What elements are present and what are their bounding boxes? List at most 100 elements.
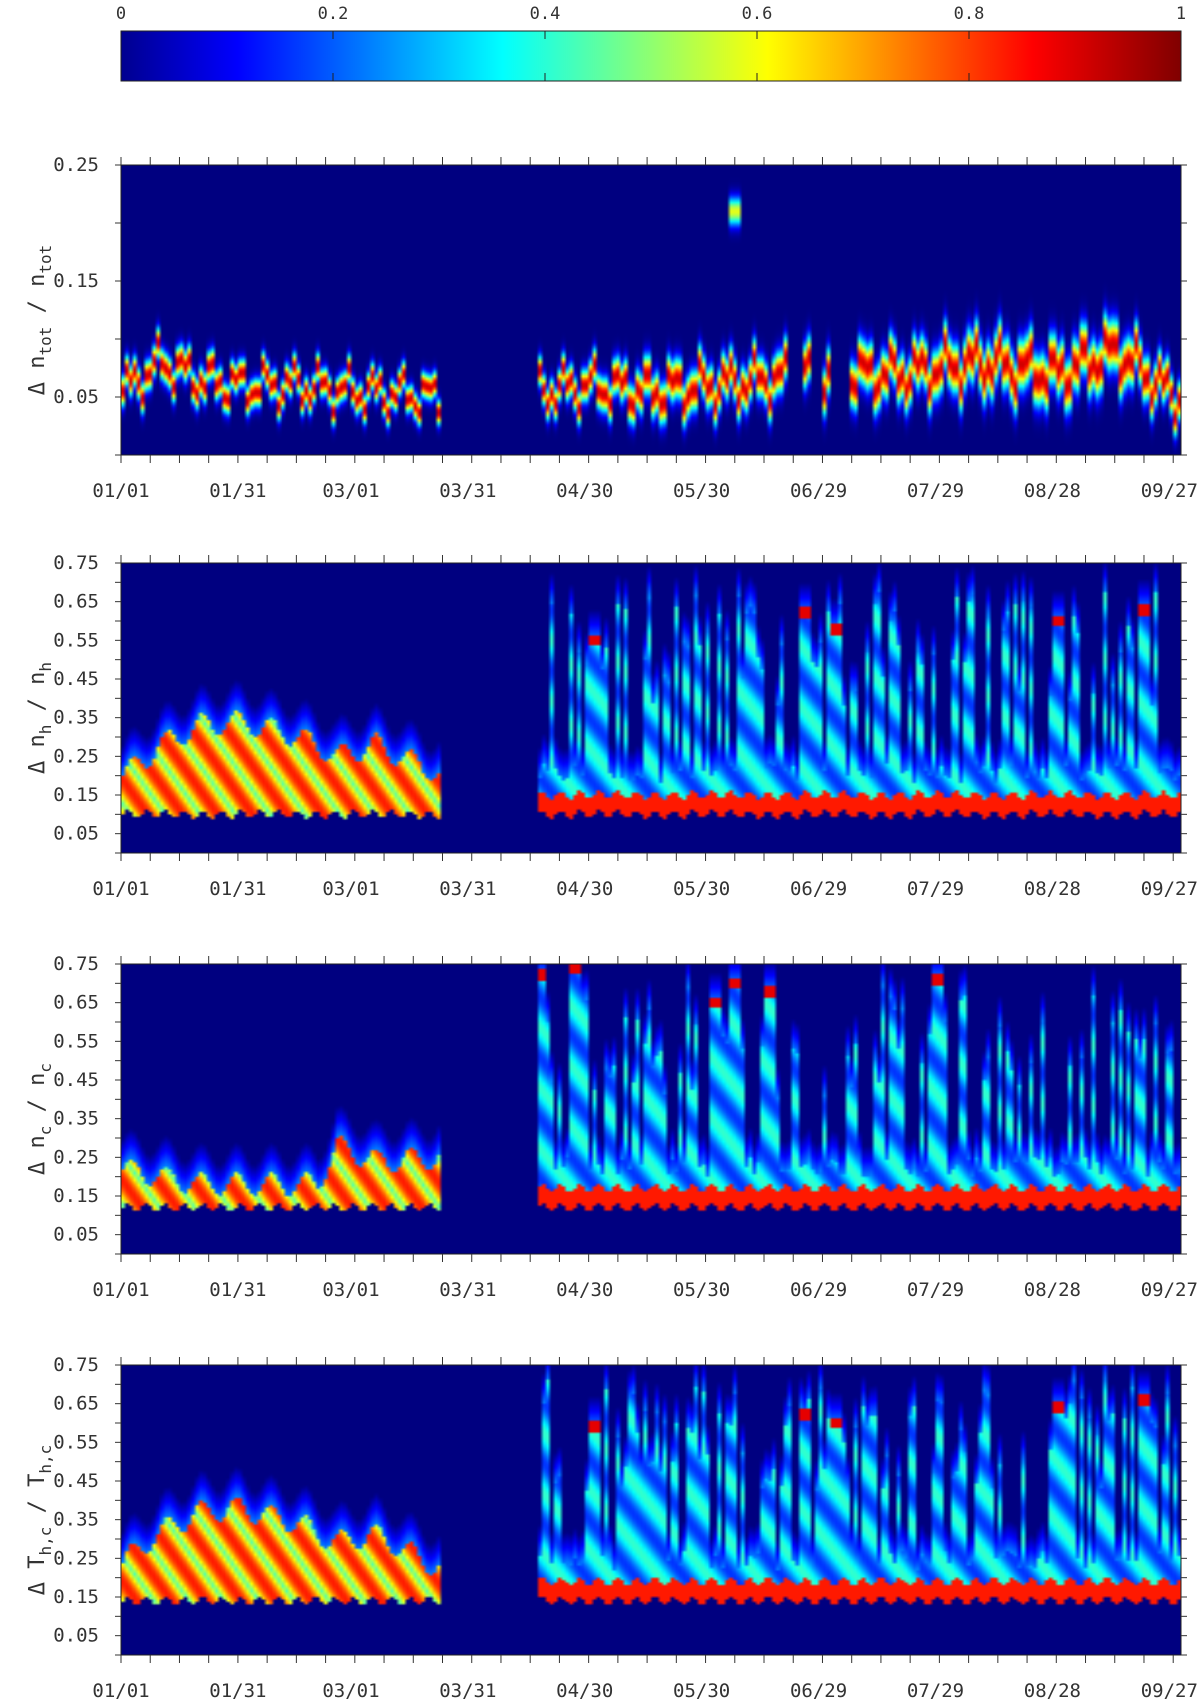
x-tick-label: 01/31 [209,1279,266,1301]
ylabel-subscript: c [36,1063,55,1073]
x-tick-label: 09/27 [1141,878,1198,900]
x-tick-label: 03/31 [439,878,496,900]
panel-T-hc: 0.05 0.15 0.25 0.35 0.45 0.55 0.65 0.75 01/01 01/… [25,1354,1198,1700]
heatmap-T-hc [121,1365,1181,1655]
plot-frame [120,963,1182,1255]
y-tick-label: 0.35 [53,1509,99,1531]
ylabel-T-hc: Δ Th,c / Th,c [25,1445,55,1596]
y-tick-label: 0.75 [53,1354,99,1376]
ylabel-part: / n [25,672,50,725]
y-tick-label: 0.05 [53,1625,99,1647]
panel-n-c: 0.05 0.15 0.25 0.35 0.45 0.55 0.65 0.75 01/01 01/… [25,953,1198,1301]
x-tick-label: 03/31 [439,1279,496,1301]
y-tick-label: 0.05 [53,386,99,408]
x-tick-label: 07/29 [907,1680,964,1700]
x-tick-label: 07/29 [907,1279,964,1301]
x-tick-label: 01/01 [92,1279,149,1301]
colorbar-gradient [120,30,1182,82]
x-tick-label: 09/27 [1141,480,1198,502]
y-tick-label: 0.65 [53,591,99,613]
x-tick-label: 01/31 [209,480,266,502]
x-tick-label: 05/30 [673,480,730,502]
ylabel-part: Δ n [25,1135,50,1175]
ylabel-subscript: h,c [36,1445,55,1474]
ylabel-subscript: c [36,1126,55,1136]
heatmap-n-tot [121,165,1181,455]
ylabel-part: / n [25,1073,50,1126]
x-tick-label: 03/01 [322,480,379,502]
axes-n-h: 0.05 0.15 0.25 0.35 0.45 0.55 0.65 0.75 01/01 01/… [53,552,1198,900]
y-tick-label: 0.35 [53,1108,99,1130]
x-tick-label: 03/01 [322,878,379,900]
x-tick-label: 08/28 [1024,480,1081,502]
ylabel-n-tot: Δ ntot / ntot [25,245,55,396]
colorbar-tick-label: 1 [1176,4,1186,24]
ylabel-part: / n [25,274,50,327]
y-tick-label: 0.65 [53,1393,99,1415]
ylabel-part: Δ n [25,734,50,774]
y-tick-label: 0.35 [53,707,99,729]
x-tick-label: 05/30 [673,1279,730,1301]
colorbar-tick-label: 0.2 [318,4,349,24]
colorbar-tick-label: 0.6 [742,4,773,24]
y-tick-label: 0.25 [53,1146,99,1168]
y-tick-label: 0.75 [53,953,99,975]
plot-frame [120,1364,1182,1656]
y-tick-label: 0.05 [53,823,99,845]
y-tick-label: 0.25 [53,1547,99,1569]
ylabel-subscript: tot [36,245,55,274]
x-tick-label: 08/28 [1024,1680,1081,1700]
colorbar-tick-label: 0 [116,4,126,24]
x-tick-label: 08/28 [1024,1279,1081,1301]
ylabel-subscript: h,c [36,1527,55,1556]
y-tick-label: 0.55 [53,1431,99,1453]
x-tick-label: 03/01 [322,1279,379,1301]
y-tick-label: 0.45 [53,1069,99,1091]
x-tick-label: 03/31 [439,1680,496,1700]
x-tick-label: 01/01 [92,878,149,900]
ylabel-subscript: h [36,662,55,672]
x-tick-label: 01/31 [209,878,266,900]
colorbar: 0 0.2 0.4 0.6 0.8 1 [116,4,1186,82]
y-tick-label: 0.75 [53,552,99,574]
y-tick-label: 0.45 [53,668,99,690]
x-tick-label: 08/28 [1024,878,1081,900]
panel-n-h: 0.05 0.15 0.25 0.35 0.45 0.55 0.65 0.75 01/01 01/… [25,552,1198,900]
panel-n-tot: 0.05 0.15 0.25 01/01 01/31 03/01 03/31 04/30 05/… [25,154,1198,502]
x-tick-label: 04/30 [556,1279,613,1301]
heatmap-n-h [121,563,1181,853]
axes-T-hc: 0.05 0.15 0.25 0.35 0.45 0.55 0.65 0.75 01/01 01/… [53,1354,1198,1700]
x-tick-label: 06/29 [790,1279,847,1301]
y-tick-label: 0.15 [53,784,99,806]
y-tick-label: 0.15 [53,1185,99,1207]
y-tick-label: 0.25 [53,154,99,176]
axes-n-tot: 0.05 0.15 0.25 01/01 01/31 03/01 03/31 04/30 05/… [53,154,1198,502]
x-tick-label: 03/31 [439,480,496,502]
x-tick-label: 05/30 [673,878,730,900]
y-tick-label: 0.65 [53,992,99,1014]
ylabel-n-c: Δ nc / nc [25,1063,55,1175]
x-tick-label: 06/29 [790,878,847,900]
x-tick-label: 04/30 [556,1680,613,1700]
ylabel-subscript: h [36,725,55,735]
x-tick-label: 04/30 [556,878,613,900]
ylabel-part: Δ T [25,1556,50,1596]
x-tick-label: 07/29 [907,878,964,900]
x-tick-label: 09/27 [1141,1279,1198,1301]
colorbar-tick-label: 0.8 [954,4,985,24]
y-tick-label: 0.25 [53,745,99,767]
x-tick-label: 04/30 [556,480,613,502]
y-tick-label: 0.45 [53,1470,99,1492]
y-tick-label: 0.55 [53,1030,99,1052]
x-tick-label: 01/01 [92,480,149,502]
ylabel-part: Δ n [25,356,50,396]
colorbar-tick-label: 0.4 [530,4,561,24]
x-tick-label: 05/30 [673,1680,730,1700]
y-tick-label: 0.15 [53,270,99,292]
x-tick-label: 07/29 [907,480,964,502]
heatmap-n-c [121,964,1181,1254]
x-tick-label: 06/29 [790,480,847,502]
x-tick-label: 01/31 [209,1680,266,1700]
y-tick-label: 0.55 [53,629,99,651]
